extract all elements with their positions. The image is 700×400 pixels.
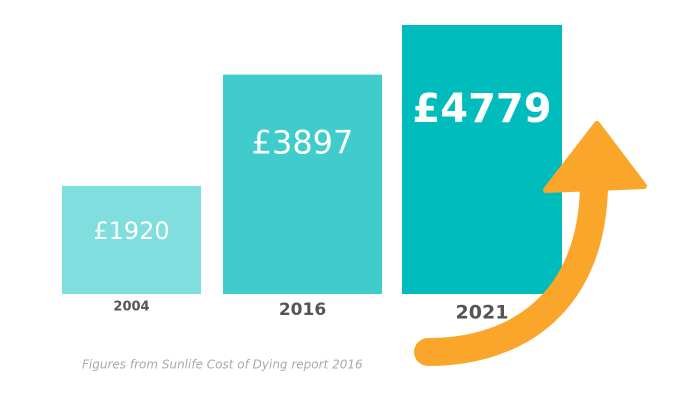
- category-label: 2021: [456, 302, 509, 324]
- category-label: 2004: [113, 300, 149, 315]
- arrow-shaft: [414, 172, 608, 366]
- bar: [62, 185, 201, 294]
- category-label: 2016: [279, 300, 326, 320]
- growth-arrow: [414, 121, 647, 366]
- value-label: £1920: [93, 217, 169, 245]
- value-label: £4779: [412, 86, 551, 132]
- arrow-head: [543, 121, 647, 193]
- footnote: Figures from Sunlife Cost of Dying repor…: [82, 358, 363, 372]
- value-label: £3897: [252, 124, 354, 162]
- bar: [402, 25, 562, 294]
- bar: [223, 74, 382, 294]
- bars: £1920 2004 £3897 2016 £4779 2021: [62, 25, 562, 324]
